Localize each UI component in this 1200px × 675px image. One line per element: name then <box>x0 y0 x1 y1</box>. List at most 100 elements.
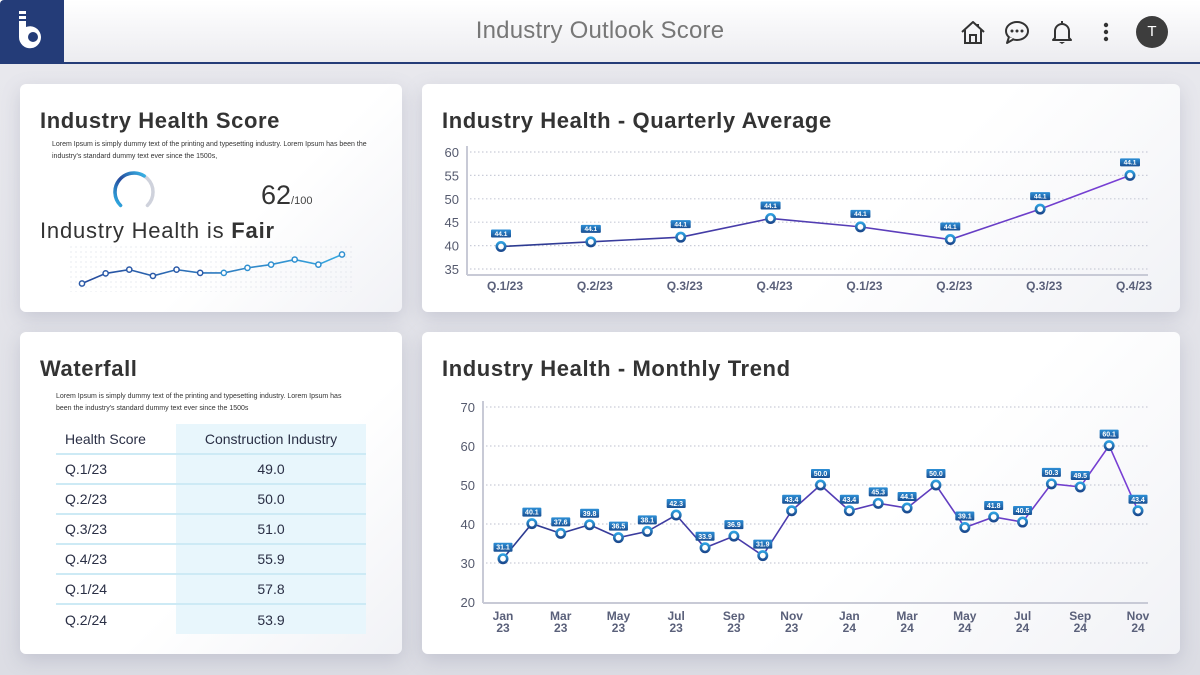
user-avatar[interactable]: T <box>1136 16 1168 48</box>
sparkline-point <box>196 269 204 277</box>
data-point <box>988 511 1000 523</box>
x-tick-label: Q.4/23 <box>1116 279 1152 293</box>
data-label-box <box>850 209 871 218</box>
y-tick-label: 30 <box>461 556 475 571</box>
data-point <box>495 241 507 253</box>
x-tick-label-month: Nov <box>780 609 803 623</box>
data-label: 39.1 <box>958 514 972 521</box>
y-tick-label: 50 <box>461 478 475 493</box>
home-icon <box>961 21 985 44</box>
row-period: Q.2/24 <box>65 611 108 628</box>
row-value: 57.8 <box>176 574 366 605</box>
data-label: 38.1 <box>641 517 655 524</box>
data-point <box>526 518 538 530</box>
y-tick-label: 35 <box>445 262 459 277</box>
data-label-box <box>926 469 946 478</box>
table-header-row: Health Score Construction Industry <box>56 424 366 455</box>
data-label-box <box>695 531 715 541</box>
data-point <box>872 497 884 509</box>
x-tick-label-month: Mar <box>550 609 572 623</box>
monthly-chart-title: Industry Health - Monthly Trend <box>442 356 791 381</box>
sparkline-point <box>244 264 251 272</box>
data-label: 31.1 <box>496 545 510 552</box>
quarterly-chart-title: Industry Health - Quarterly Average <box>442 108 832 133</box>
data-point <box>670 509 682 521</box>
x-tick-label-year: 24 <box>1074 621 1088 635</box>
waterfall-table: Health Score Construction Industry Q.1/2… <box>56 424 366 634</box>
table-row: Q.1/23 49.0 <box>56 454 366 485</box>
sparkline-point <box>267 261 275 268</box>
data-label-box <box>608 521 628 531</box>
data-label: 44.1 <box>1124 160 1137 167</box>
data-label: 39.8 <box>583 511 597 518</box>
data-label-box <box>1120 158 1140 167</box>
data-point <box>930 479 942 491</box>
quarterly-chart-card: Industry Health - Quarterly Average 35 40… <box>422 84 1180 312</box>
y-tick-label: 50 <box>445 192 459 207</box>
data-label-box <box>839 494 859 504</box>
chat-button[interactable] <box>1003 18 1031 46</box>
row-period: Q.3/23 <box>56 514 176 545</box>
waterfall-description: Lorem Ipsum is simply dummy text of the … <box>56 393 342 412</box>
data-point <box>901 502 913 514</box>
health-status-prefix: Industry Health is <box>40 218 225 243</box>
series-line <box>500 174 1131 248</box>
data-label-box <box>724 520 744 530</box>
y-tick-label: 60 <box>445 145 459 160</box>
data-label: 44.1 <box>585 226 598 233</box>
row-value: 51.0 <box>176 514 366 545</box>
row-value: 53.9 <box>176 604 366 634</box>
data-label: 41.8 <box>987 503 1001 510</box>
data-point <box>1034 203 1046 215</box>
data-label: 44.1 <box>674 222 687 229</box>
table-row: Q.4/23 55.9 <box>56 544 366 575</box>
monthly-chart: 20 30 40 50 60 70 31.1 40.1 37.6 39.8 36.5 38.1 42.3… <box>461 400 1150 635</box>
sparkline-point <box>125 266 133 273</box>
sparkline-point <box>338 251 346 258</box>
notifications-button[interactable] <box>1048 18 1076 46</box>
x-tick-label-year: 23 <box>612 621 626 635</box>
data-point <box>1124 169 1136 181</box>
home-button[interactable] <box>959 18 987 46</box>
more-vertical-icon <box>1103 22 1109 42</box>
data-label-box <box>811 469 830 478</box>
data-label: 44.1 <box>1034 193 1047 200</box>
quarterly-chart: 35 40 45 50 55 60 44.1 44.1 44.1 44.1 44.1 44.1 44.1… <box>445 145 1153 293</box>
row-value: 50.0 <box>176 484 366 515</box>
data-label: 37.6 <box>554 519 568 526</box>
data-label: 44.1 <box>764 203 777 210</box>
x-tick-label-year: 23 <box>727 621 741 635</box>
more-options-button[interactable] <box>1092 18 1120 46</box>
y-tick-label: 45 <box>445 215 459 230</box>
data-label: 36.5 <box>612 524 626 531</box>
data-label-box <box>1030 192 1051 201</box>
x-tick-label-month: Nov <box>1127 609 1150 623</box>
chat-icon <box>1005 21 1029 44</box>
y-tick-label: 20 <box>461 595 475 610</box>
data-point <box>584 519 596 531</box>
row-period: Q.4/23 <box>56 544 176 575</box>
table-row: Q.2/24 53.9 <box>56 604 366 634</box>
row-period: Q.2/23 <box>56 484 176 515</box>
table-row: Q.2/23 50.0 <box>56 484 366 515</box>
health-score-card: Industry Health Score Lorem Ipsum is sim… <box>20 84 402 312</box>
sparkline-point <box>315 261 322 268</box>
data-point <box>1074 481 1086 493</box>
data-label-box <box>637 515 657 525</box>
health-gauge <box>113 171 155 208</box>
data-label: 44.1 <box>854 211 867 218</box>
sparkline-point <box>220 269 228 277</box>
data-point <box>843 505 855 517</box>
app-logo[interactable] <box>0 0 64 62</box>
data-label-box <box>1041 467 1061 477</box>
x-tick-label-year: 23 <box>785 621 799 635</box>
x-tick-label-month: Sep <box>723 609 745 623</box>
health-status-value: Fair <box>231 218 275 243</box>
data-label-box <box>491 229 511 238</box>
data-label: 33.9 <box>698 534 712 541</box>
sparkline-point <box>78 280 86 287</box>
sparkline-point <box>291 256 299 263</box>
y-tick-label: 70 <box>461 400 475 415</box>
x-tick-label: Q.1/23 <box>487 279 523 293</box>
monthly-chart-card: Industry Health - Monthly Trend 20 30 40 50… <box>422 332 1180 654</box>
